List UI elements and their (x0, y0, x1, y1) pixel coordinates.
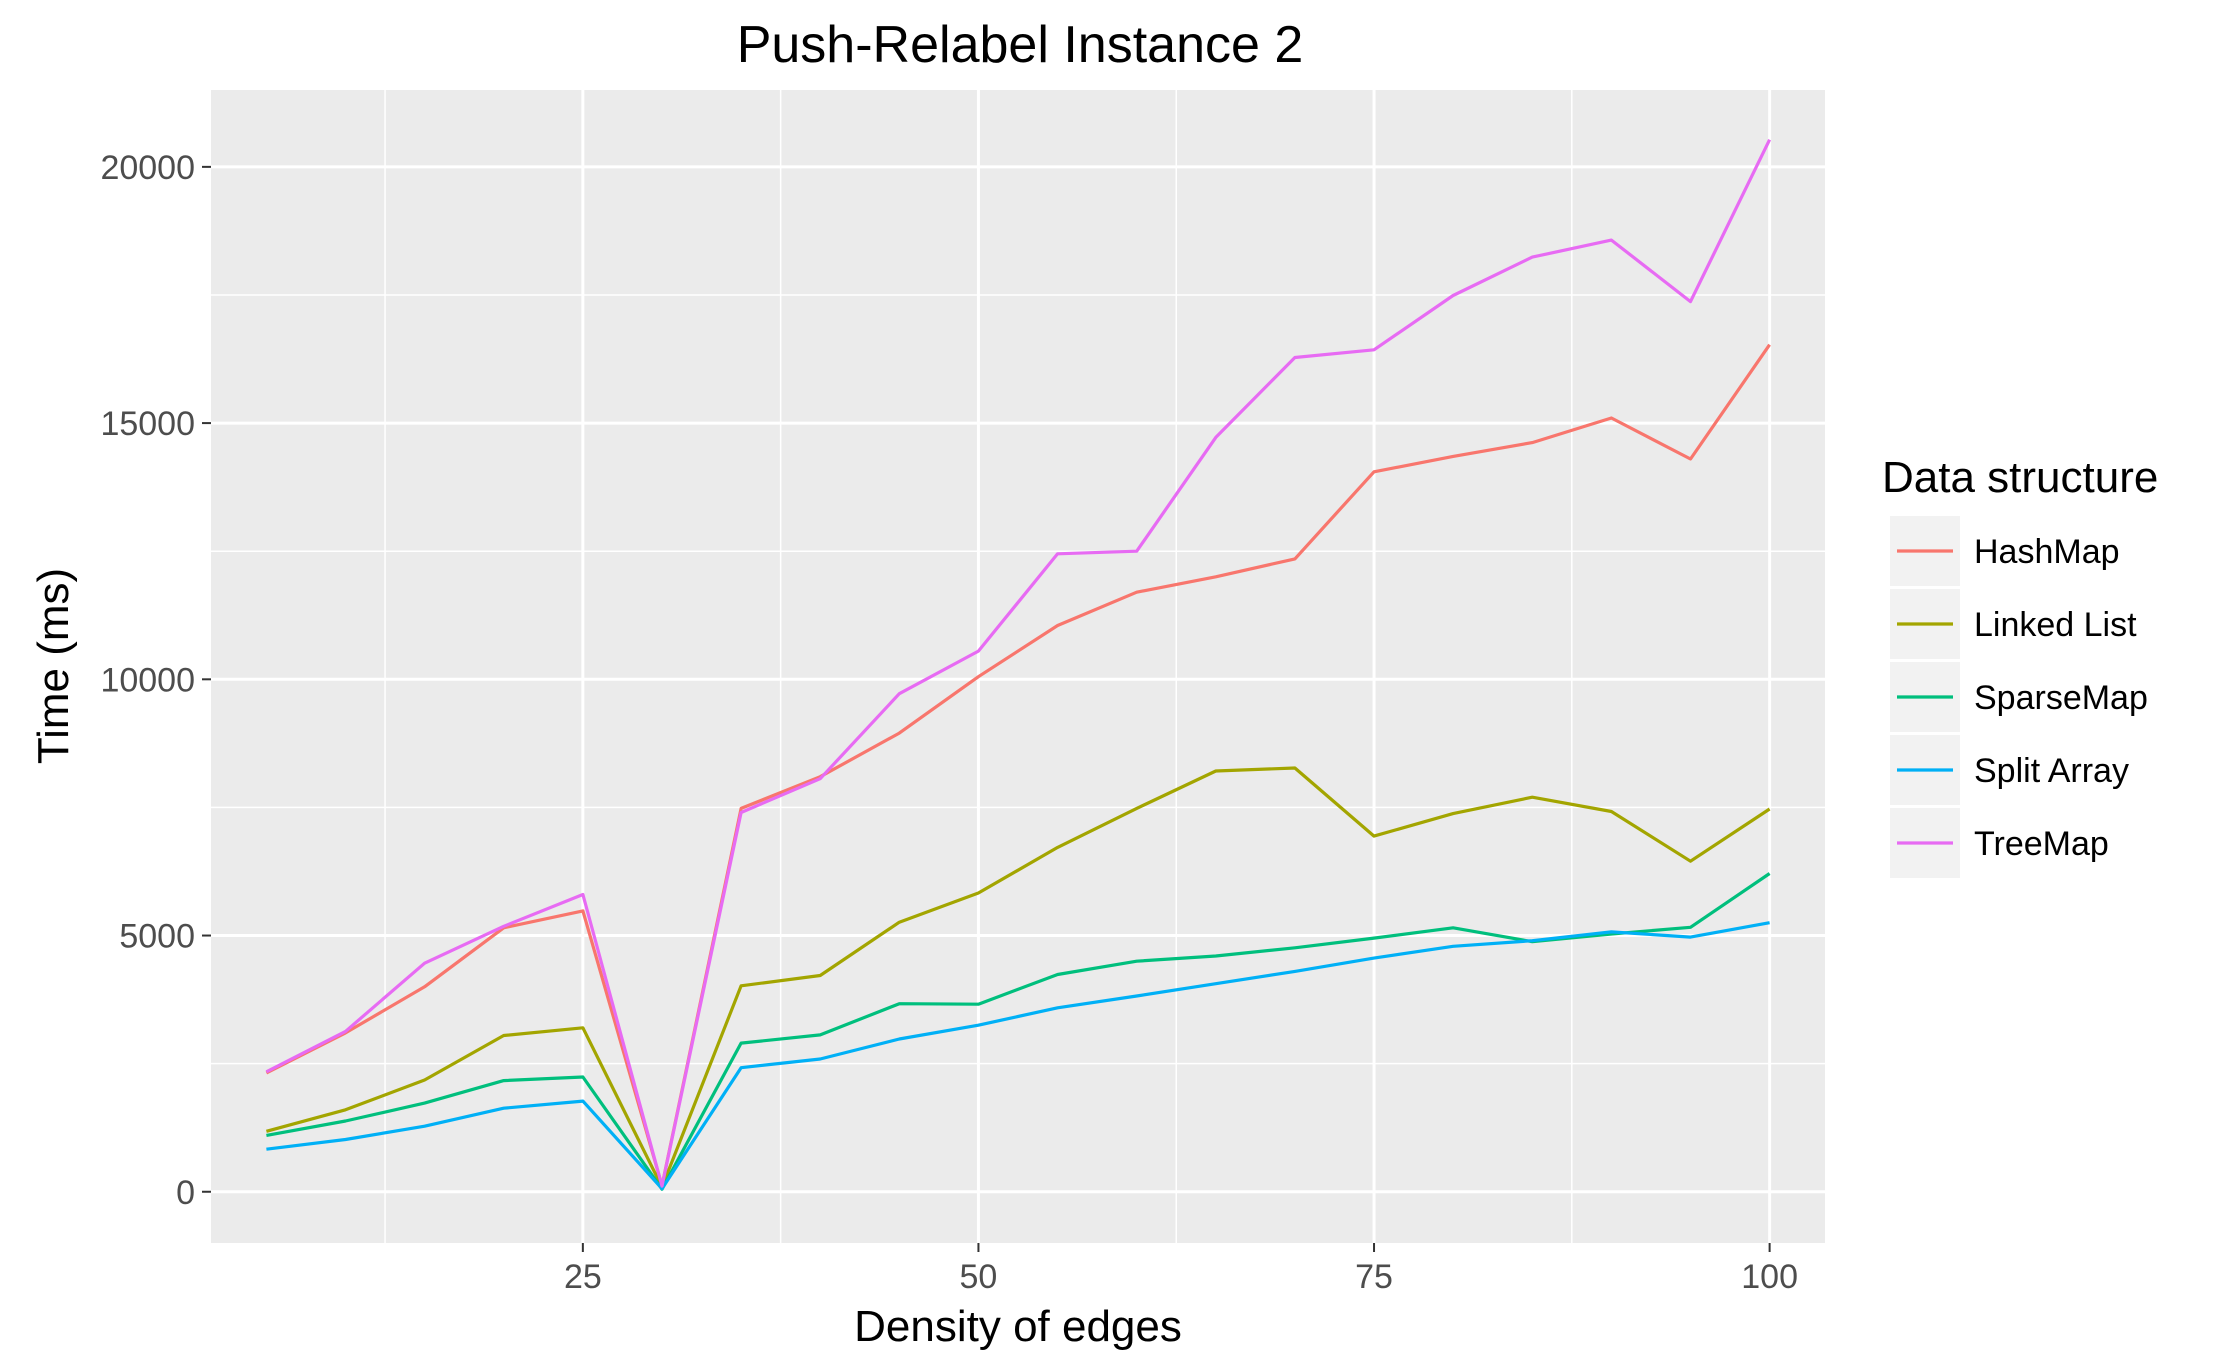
series-line-hashmap (265, 343, 1771, 1188)
x-tick-label: 25 (564, 1258, 602, 1296)
major-gridlines (211, 90, 1825, 1243)
x-tick-label: 100 (1741, 1258, 1798, 1296)
x-axis: 25 50 75 100 (564, 1243, 1798, 1296)
y-tick-label: 15000 (100, 405, 195, 443)
y-tick-label: 10000 (100, 661, 195, 699)
minor-gridlines (211, 90, 1825, 1243)
y-tick-label: 20000 (100, 149, 195, 187)
series-line-linked-list (265, 766, 1771, 1189)
plot-panel (211, 90, 1825, 1243)
x-axis-title: Density of edges (854, 1302, 1182, 1351)
x-tick-label: 50 (960, 1258, 998, 1296)
legend-title: Data structure (1882, 453, 2158, 502)
series-line-split-array (266, 921, 1770, 1191)
legend-label: Linked List (1974, 606, 2137, 644)
chart-title: Push-Relabel Instance 2 (737, 16, 1304, 74)
series-line-sparsemap (266, 872, 1771, 1191)
legend-label: Split Array (1974, 752, 2129, 790)
series-lines (265, 138, 1772, 1191)
legend: Data structure HashMap Linked List SparseM… (1882, 453, 2158, 878)
y-axis-title: Time (ms) (29, 568, 78, 764)
legend-label: SparseMap (1974, 679, 2148, 717)
x-tick-label: 75 (1355, 1258, 1393, 1296)
y-tick-label: 0 (176, 1174, 195, 1212)
y-tick-label: 5000 (119, 918, 195, 956)
legend-label: TreeMap (1974, 825, 2109, 863)
legend-label: HashMap (1974, 533, 2120, 571)
series-line-treemap (265, 138, 1772, 1188)
y-axis: 0 5000 10000 15000 20000 (100, 149, 211, 1212)
